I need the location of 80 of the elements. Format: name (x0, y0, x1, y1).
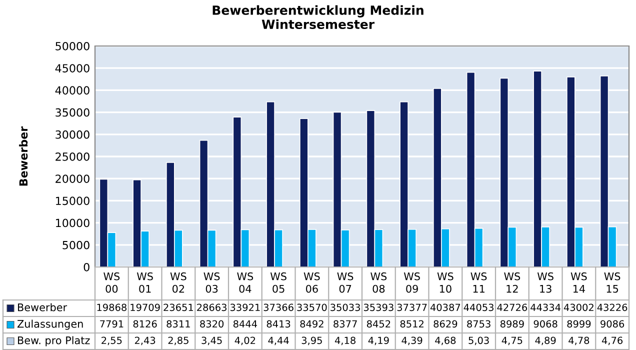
data-label: 8126 (133, 320, 157, 328)
data-label: 7791 (100, 320, 124, 328)
data-label: 8377 (334, 320, 357, 328)
data-label: 4,02 (234, 336, 256, 346)
data-label: 8452 (366, 320, 390, 328)
y-tick-label: 45000 (55, 64, 90, 72)
data-label: 8989 (500, 320, 524, 328)
data-label: 33921 (230, 304, 260, 312)
data-label: 42726 (497, 304, 528, 312)
data-label: 35033 (330, 304, 360, 312)
x-tick-label: WS 03 (204, 272, 220, 293)
y-tick-label: 35000 (56, 108, 90, 117)
data-label: 43002 (564, 304, 594, 312)
data-label: 8512 (400, 320, 424, 328)
data-label: 8413 (266, 320, 290, 328)
data-label: 4,75 (502, 336, 522, 346)
data-label: 4,44 (268, 336, 289, 346)
data-label: 19709 (130, 304, 160, 312)
data-label: 37377 (397, 304, 427, 312)
data-label: 8629 (434, 320, 458, 328)
x-tick-label: WS 01 (136, 272, 153, 293)
data-label: 4,39 (402, 336, 422, 346)
data-label: 44053 (464, 304, 494, 312)
legend-label: Bew. pro Platz (18, 336, 90, 346)
data-label: 8753 (467, 320, 490, 328)
data-label: 4,19 (368, 336, 389, 346)
y-tick-label: 20000 (56, 174, 90, 183)
x-tick-label: WS 12 (504, 272, 520, 293)
y-tick-label: 0 (84, 262, 90, 272)
x-tick-label: WS 05 (270, 272, 286, 293)
data-label: 3,95 (302, 336, 322, 346)
x-tick-label: WS 07 (337, 272, 354, 293)
x-tick-label: WS 00 (104, 272, 120, 293)
x-tick-label: WS 11 (470, 272, 487, 293)
y-tick-label: 15000 (56, 196, 90, 206)
legend-label: Bewerber (18, 303, 68, 312)
data-label: 40387 (430, 304, 460, 312)
x-tick-label: WS 06 (304, 272, 320, 293)
data-label: 2,55 (102, 336, 122, 346)
y-axis-title: Bewerber (19, 126, 28, 186)
y-tick-label: 10000 (56, 218, 90, 228)
data-label: 4,89 (535, 336, 556, 346)
x-tick-label: WS 14 (570, 272, 587, 293)
y-tick-label: 30000 (56, 130, 90, 139)
x-tick-label: WS 09 (404, 272, 420, 293)
x-tick-label: WS 13 (537, 272, 554, 293)
data-label: 8320 (200, 320, 224, 328)
data-label: 8492 (300, 320, 324, 328)
y-tick-label: 5000 (62, 240, 90, 250)
y-tick-label: 50000 (56, 42, 90, 50)
data-label: 2,85 (168, 336, 188, 346)
data-label: 44334 (530, 304, 560, 312)
x-tick-label: WS 04 (237, 272, 254, 293)
data-label: 8999 (567, 320, 591, 328)
data-label: 4,76 (602, 336, 623, 346)
data-label: 43226 (597, 304, 628, 312)
data-label: 37366 (264, 304, 294, 312)
data-label: 9086 (600, 320, 624, 328)
data-label: 4,18 (334, 336, 356, 346)
data-label: 23651 (164, 304, 194, 312)
legend-label: Zulassungen (17, 320, 83, 330)
x-tick-label: WS 10 (437, 272, 454, 293)
x-tick-label: WS 15 (604, 272, 620, 293)
data-label: 28663 (197, 304, 226, 312)
chart-title: Bewerberentwicklung Medizin Wintersemester (212, 5, 424, 30)
data-label: 4,78 (568, 336, 590, 346)
data-label: 2,43 (134, 336, 156, 346)
data-label: 8311 (166, 320, 190, 328)
y-tick-label: 25000 (56, 152, 90, 161)
x-tick-label: WS 08 (370, 272, 387, 293)
y-tick-label: 40000 (55, 86, 90, 95)
data-label: 35393 (364, 304, 394, 312)
data-label: 8444 (233, 320, 258, 328)
data-label: 9068 (534, 320, 558, 328)
data-label: 4,68 (435, 336, 456, 346)
x-tick-label: WS 02 (170, 272, 186, 293)
data-label: 3,45 (202, 336, 222, 346)
data-label: 5,03 (468, 336, 489, 346)
data-label: 33570 (297, 304, 327, 312)
data-label: 19868 (97, 304, 126, 312)
